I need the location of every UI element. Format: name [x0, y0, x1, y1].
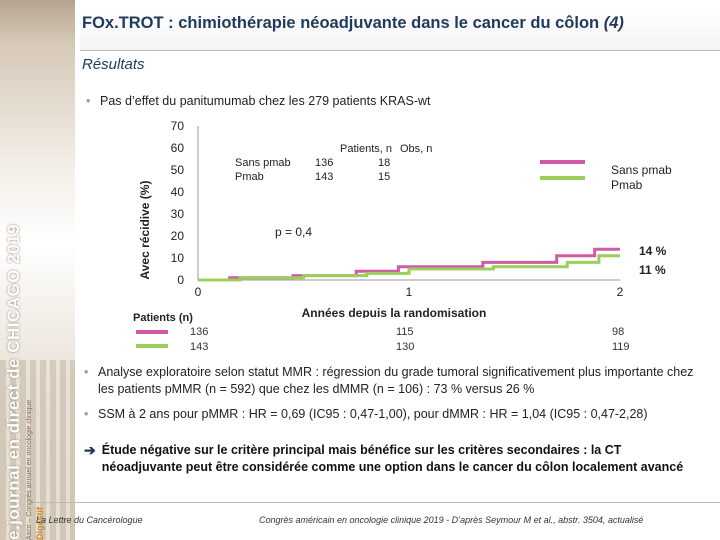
- bullet-dot: •: [86, 94, 91, 108]
- bullet-dot: •: [84, 407, 89, 421]
- table-row-n: 143: [315, 171, 333, 183]
- page-title: FOx.TROT : chimiothérapie néoadjuvante d…: [82, 14, 624, 33]
- count-t2-pmab: 119: [612, 341, 630, 353]
- x-tick-label: 2: [617, 285, 624, 299]
- table-row-n: 136: [315, 157, 333, 169]
- y-tick-label: 70: [171, 119, 185, 133]
- arrow-right-icon: ➔: [84, 442, 96, 458]
- patients-heading: Patients (n): [133, 312, 193, 324]
- y-tick-label: 20: [171, 229, 185, 243]
- end-label-sans-pmab: 14 %: [639, 244, 667, 258]
- table-row-name: Sans pmab: [235, 157, 291, 169]
- slide-header: FOx.TROT : chimiothérapie néoadjuvante d…: [80, 8, 720, 51]
- section-subtitle: Résultats: [82, 56, 145, 73]
- y-tick-label: 30: [171, 207, 185, 221]
- journal-sub: Asco – Congrès annuel en oncologie clini…: [26, 399, 33, 540]
- p-value: p = 0,4: [275, 225, 312, 239]
- bullet-ssm: • SSM à 2 ans pour pMMR : HR = 0,69 (IC9…: [84, 406, 708, 423]
- bullet-text: Pas d’effet du panitumumab chez les 279 …: [100, 94, 431, 108]
- bullet-panitumumab: • Pas d’effet du panitumumab chez les 27…: [86, 93, 431, 110]
- patients-swatch-pmab: [136, 344, 168, 348]
- table-header-patients: Patients, n: [340, 143, 392, 155]
- series-line-sans-pmab: [198, 247, 620, 282]
- bullet-text: Analyse exploratoire selon statut MMR : …: [98, 365, 694, 396]
- count-t1-pmab: 130: [396, 341, 415, 353]
- conclusion: ➔ Étude négative sur le critère principa…: [84, 442, 684, 476]
- series-line-pmab: [198, 254, 620, 282]
- table-row-obs: 18: [378, 157, 390, 169]
- x-tick-label: 0: [195, 285, 202, 299]
- x-axis-label: Années depuis la randomisation: [302, 306, 487, 318]
- count-t2-sans-pmab: 98: [612, 326, 625, 338]
- count-t0-pmab: 143: [190, 341, 209, 353]
- sidebar-banner: e.journal en direct de CHICAGO 2019 Asco…: [0, 0, 75, 540]
- bullet-mmr: • Analyse exploratoire selon statut MMR …: [84, 364, 698, 398]
- y-tick-label: 60: [171, 141, 185, 155]
- count-t1-sans-pmab: 115: [396, 326, 414, 338]
- x-tick-label: 1: [406, 285, 413, 299]
- end-label-pmab: 11 %: [639, 263, 666, 277]
- y-tick-label: 40: [171, 185, 185, 199]
- count-t0-sans-pmab: 136: [190, 326, 209, 338]
- y-tick-label: 50: [171, 163, 185, 177]
- bullet-text: SSM à 2 ans pour pMMR : HR = 0,69 (IC95 …: [98, 407, 648, 421]
- patients-swatch-sans-pmab: [136, 330, 168, 334]
- sidebar-text: e.journal en direct de CHICAGO 2019 Asco…: [4, 20, 66, 540]
- table-row-name: Pmab: [235, 171, 264, 183]
- legend-label-pmab: Pmab: [611, 178, 643, 192]
- title-page: (4): [603, 14, 624, 32]
- conclusion-text: Étude négative sur le critère principal …: [101, 443, 684, 474]
- y-axis-label: Avec récidive (%): [138, 181, 152, 280]
- bullet-dot: •: [84, 365, 89, 379]
- footer-right: Congrès américain en oncologie clinique …: [259, 515, 644, 525]
- survival-chart: Avec récidive (%) 0 10 20 30 40 50 60 70 0 1 2 Pa…: [138, 119, 672, 318]
- legend-label-sans-pmab: Sans pmab: [611, 163, 672, 177]
- table-row-obs: 15: [378, 171, 390, 183]
- journal-digest: Digestif: [35, 506, 45, 540]
- title-text: FOx.TROT : chimiothérapie néoadjuvante d…: [82, 14, 600, 32]
- footer-left: La Lettre du Cancérologue: [36, 515, 143, 525]
- y-tick-label: 0: [177, 273, 184, 287]
- journal-brand: e.journal en direct de CHICAGO 2019: [4, 223, 23, 540]
- table-header-obs: Obs, n: [400, 143, 432, 155]
- building-image: [0, 360, 75, 540]
- y-tick-label: 10: [171, 251, 185, 265]
- footer-divider: [34, 502, 720, 503]
